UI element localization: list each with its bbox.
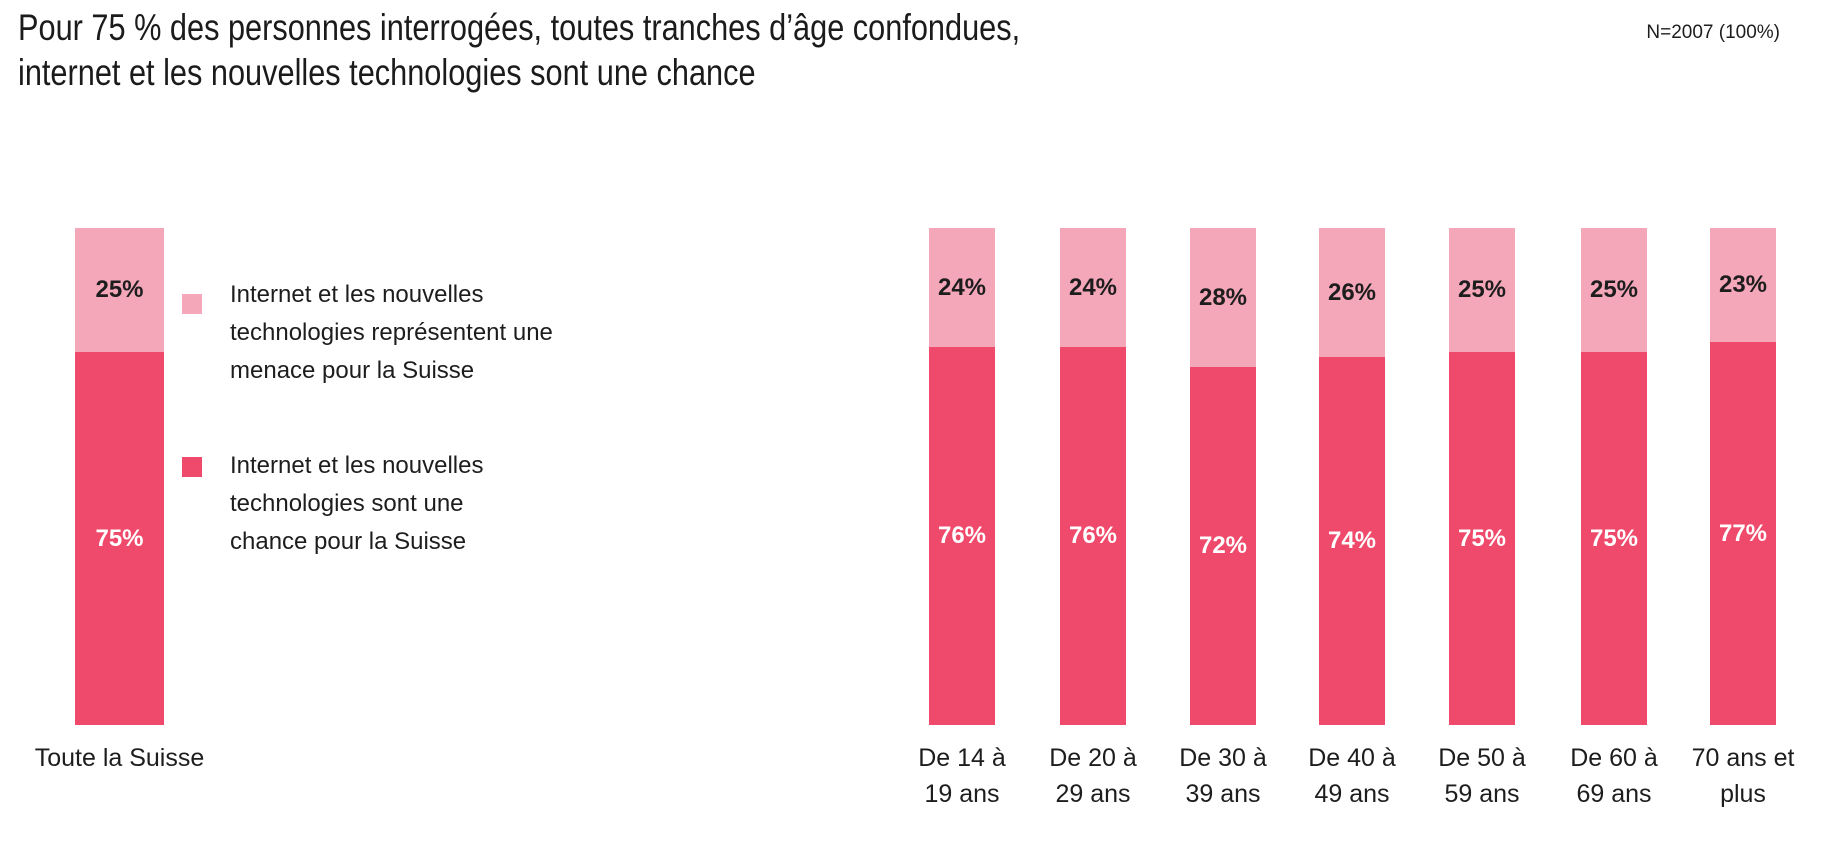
percent-label-chance: 72%: [1198, 532, 1248, 559]
legend-item-chance: Internet et les nouvelles technologies s…: [230, 447, 484, 561]
bar-column-age-5: 25% 75%: [1449, 228, 1515, 725]
category-label-age-3: De 30 à 39 ans: [1113, 740, 1333, 812]
legend-swatch-chance: [182, 457, 202, 477]
category-label-line: 59 ans: [1444, 780, 1520, 808]
percent-label-menace: 25%: [1457, 276, 1507, 303]
percent-label-menace: 26%: [1327, 278, 1377, 306]
percent-label-menace: 25%: [95, 276, 144, 303]
bar-column-age-2: 24% 76%: [1060, 228, 1126, 725]
percent-label-menace: 24%: [937, 273, 987, 301]
category-label-age-7: 70 ans et plus: [1633, 740, 1834, 812]
bar-segment-menace: 23%: [1710, 228, 1776, 342]
bar-segment-chance: 76%: [1060, 347, 1126, 725]
bar-segment-chance: 75%: [75, 352, 164, 725]
bar-segment-chance: 75%: [1449, 352, 1515, 725]
sample-size-note: N=2007 (100%): [1646, 22, 1780, 43]
bar-segment-menace: 28%: [1190, 228, 1256, 367]
legend-menace-line3: menace pour la Suisse: [230, 357, 475, 384]
bar-segment-menace: 25%: [1581, 228, 1647, 352]
bar-column-age-4: 26% 74%: [1319, 228, 1385, 725]
category-label-line: 49 ans: [1314, 780, 1390, 808]
percent-label-menace: 24%: [1068, 273, 1118, 301]
category-label-line: De 20 à: [1049, 744, 1137, 772]
category-label-line: 19 ans: [924, 780, 1000, 808]
percent-label-menace: 25%: [1589, 276, 1639, 303]
percent-label-menace: 23%: [1718, 271, 1768, 298]
chart-title: Pour 75 % des personnes interrogées, tou…: [18, 5, 1020, 95]
bar-segment-chance: 77%: [1710, 342, 1776, 725]
chart-title-line2: internet et les nouvelles technologies s…: [18, 52, 756, 93]
percent-label-chance: 75%: [1457, 524, 1507, 552]
bar-column-age-1: 24% 76%: [929, 228, 995, 725]
bar-segment-menace: 25%: [1449, 228, 1515, 352]
category-label-line: De 14 à: [918, 744, 1006, 772]
category-label-line: De 40 à: [1308, 744, 1396, 772]
chart-title-line1: Pour 75 % des personnes interrogées, tou…: [18, 7, 1021, 48]
category-label-age-5: De 50 à 59 ans: [1372, 740, 1592, 812]
bar-segment-menace: 24%: [929, 228, 995, 347]
bar-segment-chance: 75%: [1581, 352, 1647, 725]
bar-column-total: 25% 75%: [75, 228, 164, 725]
category-label-age-6: De 60 à 69 ans: [1504, 740, 1724, 812]
bar-segment-chance: 76%: [929, 347, 995, 725]
legend-menace-line1: Internet et les nouvelles: [230, 281, 484, 308]
percent-label-chance: 76%: [1068, 522, 1118, 549]
bar-segment-chance: 74%: [1319, 357, 1385, 725]
category-label-age-1: De 14 à 19 ans: [852, 740, 1072, 812]
percent-label-chance: 77%: [1718, 519, 1768, 547]
percent-label-chance: 74%: [1327, 527, 1377, 554]
category-label-total: Toute la Suisse: [10, 740, 230, 776]
bar-segment-menace: 26%: [1319, 228, 1385, 357]
legend-chance-line1: Internet et les nouvelles: [230, 452, 484, 479]
category-label-line: De 30 à: [1179, 744, 1267, 772]
category-label-line: 39 ans: [1185, 780, 1261, 808]
category-label-line: 29 ans: [1055, 780, 1131, 808]
percent-label-chance: 75%: [95, 524, 144, 552]
bar-column-age-7: 23% 77%: [1710, 228, 1776, 725]
bar-segment-menace: 24%: [1060, 228, 1126, 347]
category-label-age-2: De 20 à 29 ans: [983, 740, 1203, 812]
category-label-line: 69 ans: [1576, 780, 1652, 808]
bar-segment-menace: 25%: [75, 228, 164, 352]
category-label-line: Toute la Suisse: [34, 744, 205, 772]
percent-label-chance: 76%: [937, 522, 987, 549]
category-label-age-4: De 40 à 49 ans: [1242, 740, 1462, 812]
percent-label-chance: 75%: [1589, 524, 1639, 552]
bar-column-age-6: 25% 75%: [1581, 228, 1647, 725]
bar-segment-chance: 72%: [1190, 367, 1256, 725]
bar-column-age-3: 28% 72%: [1190, 228, 1256, 725]
category-label-line: 70 ans et: [1691, 744, 1795, 772]
category-label-line: plus: [1720, 780, 1766, 808]
legend-chance-line3: chance pour la Suisse: [230, 528, 467, 555]
legend-chance-line2: technologies sont une: [230, 490, 464, 517]
category-label-line: De 60 à: [1570, 744, 1658, 772]
category-label-line: De 50 à: [1438, 744, 1526, 772]
legend-menace-line2: technologies représentent une: [230, 319, 553, 346]
percent-label-menace: 28%: [1198, 283, 1248, 311]
legend-swatch-menace: [182, 294, 202, 314]
legend-item-menace: Internet et les nouvelles technologies r…: [230, 276, 553, 390]
